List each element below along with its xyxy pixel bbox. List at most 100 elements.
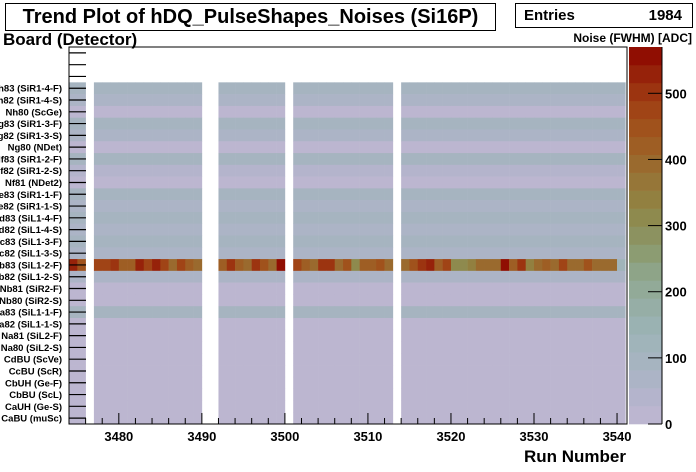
heatmap-cell xyxy=(434,117,443,130)
heatmap-cell xyxy=(509,211,518,225)
heatmap-cell xyxy=(509,141,518,154)
heatmap-cell xyxy=(102,400,111,413)
heatmap-cell xyxy=(575,211,585,225)
colorbar-tick-label: 100 xyxy=(665,351,687,366)
heatmap-cell xyxy=(334,259,344,272)
heatmap-cell xyxy=(567,270,576,283)
heatmap-cell xyxy=(434,105,443,118)
heatmap-cell xyxy=(567,94,576,107)
heatmap-cell xyxy=(127,82,136,95)
heatmap-cell xyxy=(442,188,452,201)
heatmap-cell xyxy=(359,247,369,260)
heatmap-cell xyxy=(409,376,419,389)
heatmap-cell xyxy=(309,188,319,201)
heatmap-cell xyxy=(492,176,502,189)
heatmap-cell xyxy=(434,141,443,154)
heatmap-cell xyxy=(500,376,510,389)
heatmap-cell xyxy=(550,94,560,107)
heatmap-cell xyxy=(160,259,169,272)
heatmap-cell xyxy=(127,282,136,295)
heatmap-cell xyxy=(608,176,618,189)
heatmap-cell xyxy=(467,105,477,118)
heatmap-cell xyxy=(193,270,203,283)
heatmap-cell xyxy=(550,400,560,413)
heatmap-cell xyxy=(110,164,120,177)
heatmap-cell xyxy=(318,412,327,424)
heatmap-cell xyxy=(592,400,601,413)
heatmap-cell xyxy=(459,211,468,225)
heatmap-cell xyxy=(575,412,585,424)
heatmap-cell xyxy=(359,259,369,272)
heatmap-cell xyxy=(500,94,510,107)
heatmap-cell xyxy=(334,223,344,236)
heatmap-cell xyxy=(135,82,145,95)
heatmap-cell xyxy=(185,117,194,130)
heatmap-cell xyxy=(417,365,427,378)
heatmap-cell xyxy=(367,400,377,413)
heatmap-cell xyxy=(467,211,477,225)
heatmap-cell xyxy=(517,259,526,272)
heatmap-cell xyxy=(417,247,427,260)
heatmap-cell xyxy=(110,141,120,154)
heatmap-cell xyxy=(450,82,460,95)
heatmap-cell xyxy=(467,82,477,95)
heatmap-cell xyxy=(384,94,394,107)
heatmap-cell xyxy=(525,270,535,283)
heatmap-cell xyxy=(343,259,352,272)
heatmap-cell xyxy=(152,82,161,95)
heatmap-cell xyxy=(268,388,277,401)
heatmap-cell xyxy=(243,365,252,378)
heatmap-cell xyxy=(534,400,543,413)
heatmap-cell xyxy=(401,329,410,342)
heatmap-cell xyxy=(434,412,443,424)
heatmap-cell xyxy=(127,188,136,201)
heatmap-cell xyxy=(301,188,311,201)
heatmap-cell xyxy=(185,105,194,118)
heatmap-cell xyxy=(318,365,327,378)
heatmap-cell xyxy=(93,211,103,225)
heatmap-cell xyxy=(226,188,236,201)
heatmap-cell xyxy=(600,365,610,378)
heatmap-cell xyxy=(467,94,477,107)
heatmap-cell xyxy=(367,94,377,107)
heatmap-cell xyxy=(93,141,103,154)
heatmap-cell xyxy=(442,105,452,118)
heatmap-cell xyxy=(500,117,510,130)
heatmap-cell xyxy=(268,223,277,236)
heatmap-cell xyxy=(550,200,560,213)
heatmap-cell xyxy=(376,376,385,389)
heatmap-cell xyxy=(450,247,460,260)
heatmap-cell xyxy=(309,306,319,319)
heatmap-cell xyxy=(193,400,203,413)
heatmap-cell xyxy=(475,94,485,107)
heatmap-cell xyxy=(525,341,535,354)
x-tick-label: 3540 xyxy=(603,429,632,444)
heatmap-cell xyxy=(268,306,277,319)
heatmap-cell xyxy=(118,105,128,118)
heatmap-cell xyxy=(517,270,526,283)
heatmap-cell xyxy=(542,200,551,213)
heatmap-cell xyxy=(127,153,136,166)
colorbar-segment xyxy=(629,280,662,299)
heatmap-cell xyxy=(259,117,269,130)
heatmap-cell xyxy=(102,105,111,118)
heatmap-cell xyxy=(193,329,203,342)
heatmap-cell xyxy=(193,211,203,225)
heatmap-cell xyxy=(110,329,120,342)
heatmap-cell xyxy=(318,317,327,331)
x-tick-label: 3480 xyxy=(104,429,133,444)
heatmap-cell xyxy=(351,259,360,272)
heatmap-cell xyxy=(500,188,510,201)
heatmap-cell xyxy=(185,94,194,107)
heatmap-cell xyxy=(550,294,560,307)
heatmap-cell xyxy=(293,129,302,142)
heatmap-cell xyxy=(185,141,194,154)
heatmap-cell xyxy=(475,235,485,248)
heatmap-cell xyxy=(376,105,385,118)
heatmap-cell xyxy=(525,306,535,319)
heatmap-cell xyxy=(583,376,593,389)
heatmap-cell xyxy=(575,329,585,342)
heatmap-cell xyxy=(459,353,468,366)
heatmap-cell xyxy=(127,365,136,378)
heatmap-cell xyxy=(226,94,236,107)
